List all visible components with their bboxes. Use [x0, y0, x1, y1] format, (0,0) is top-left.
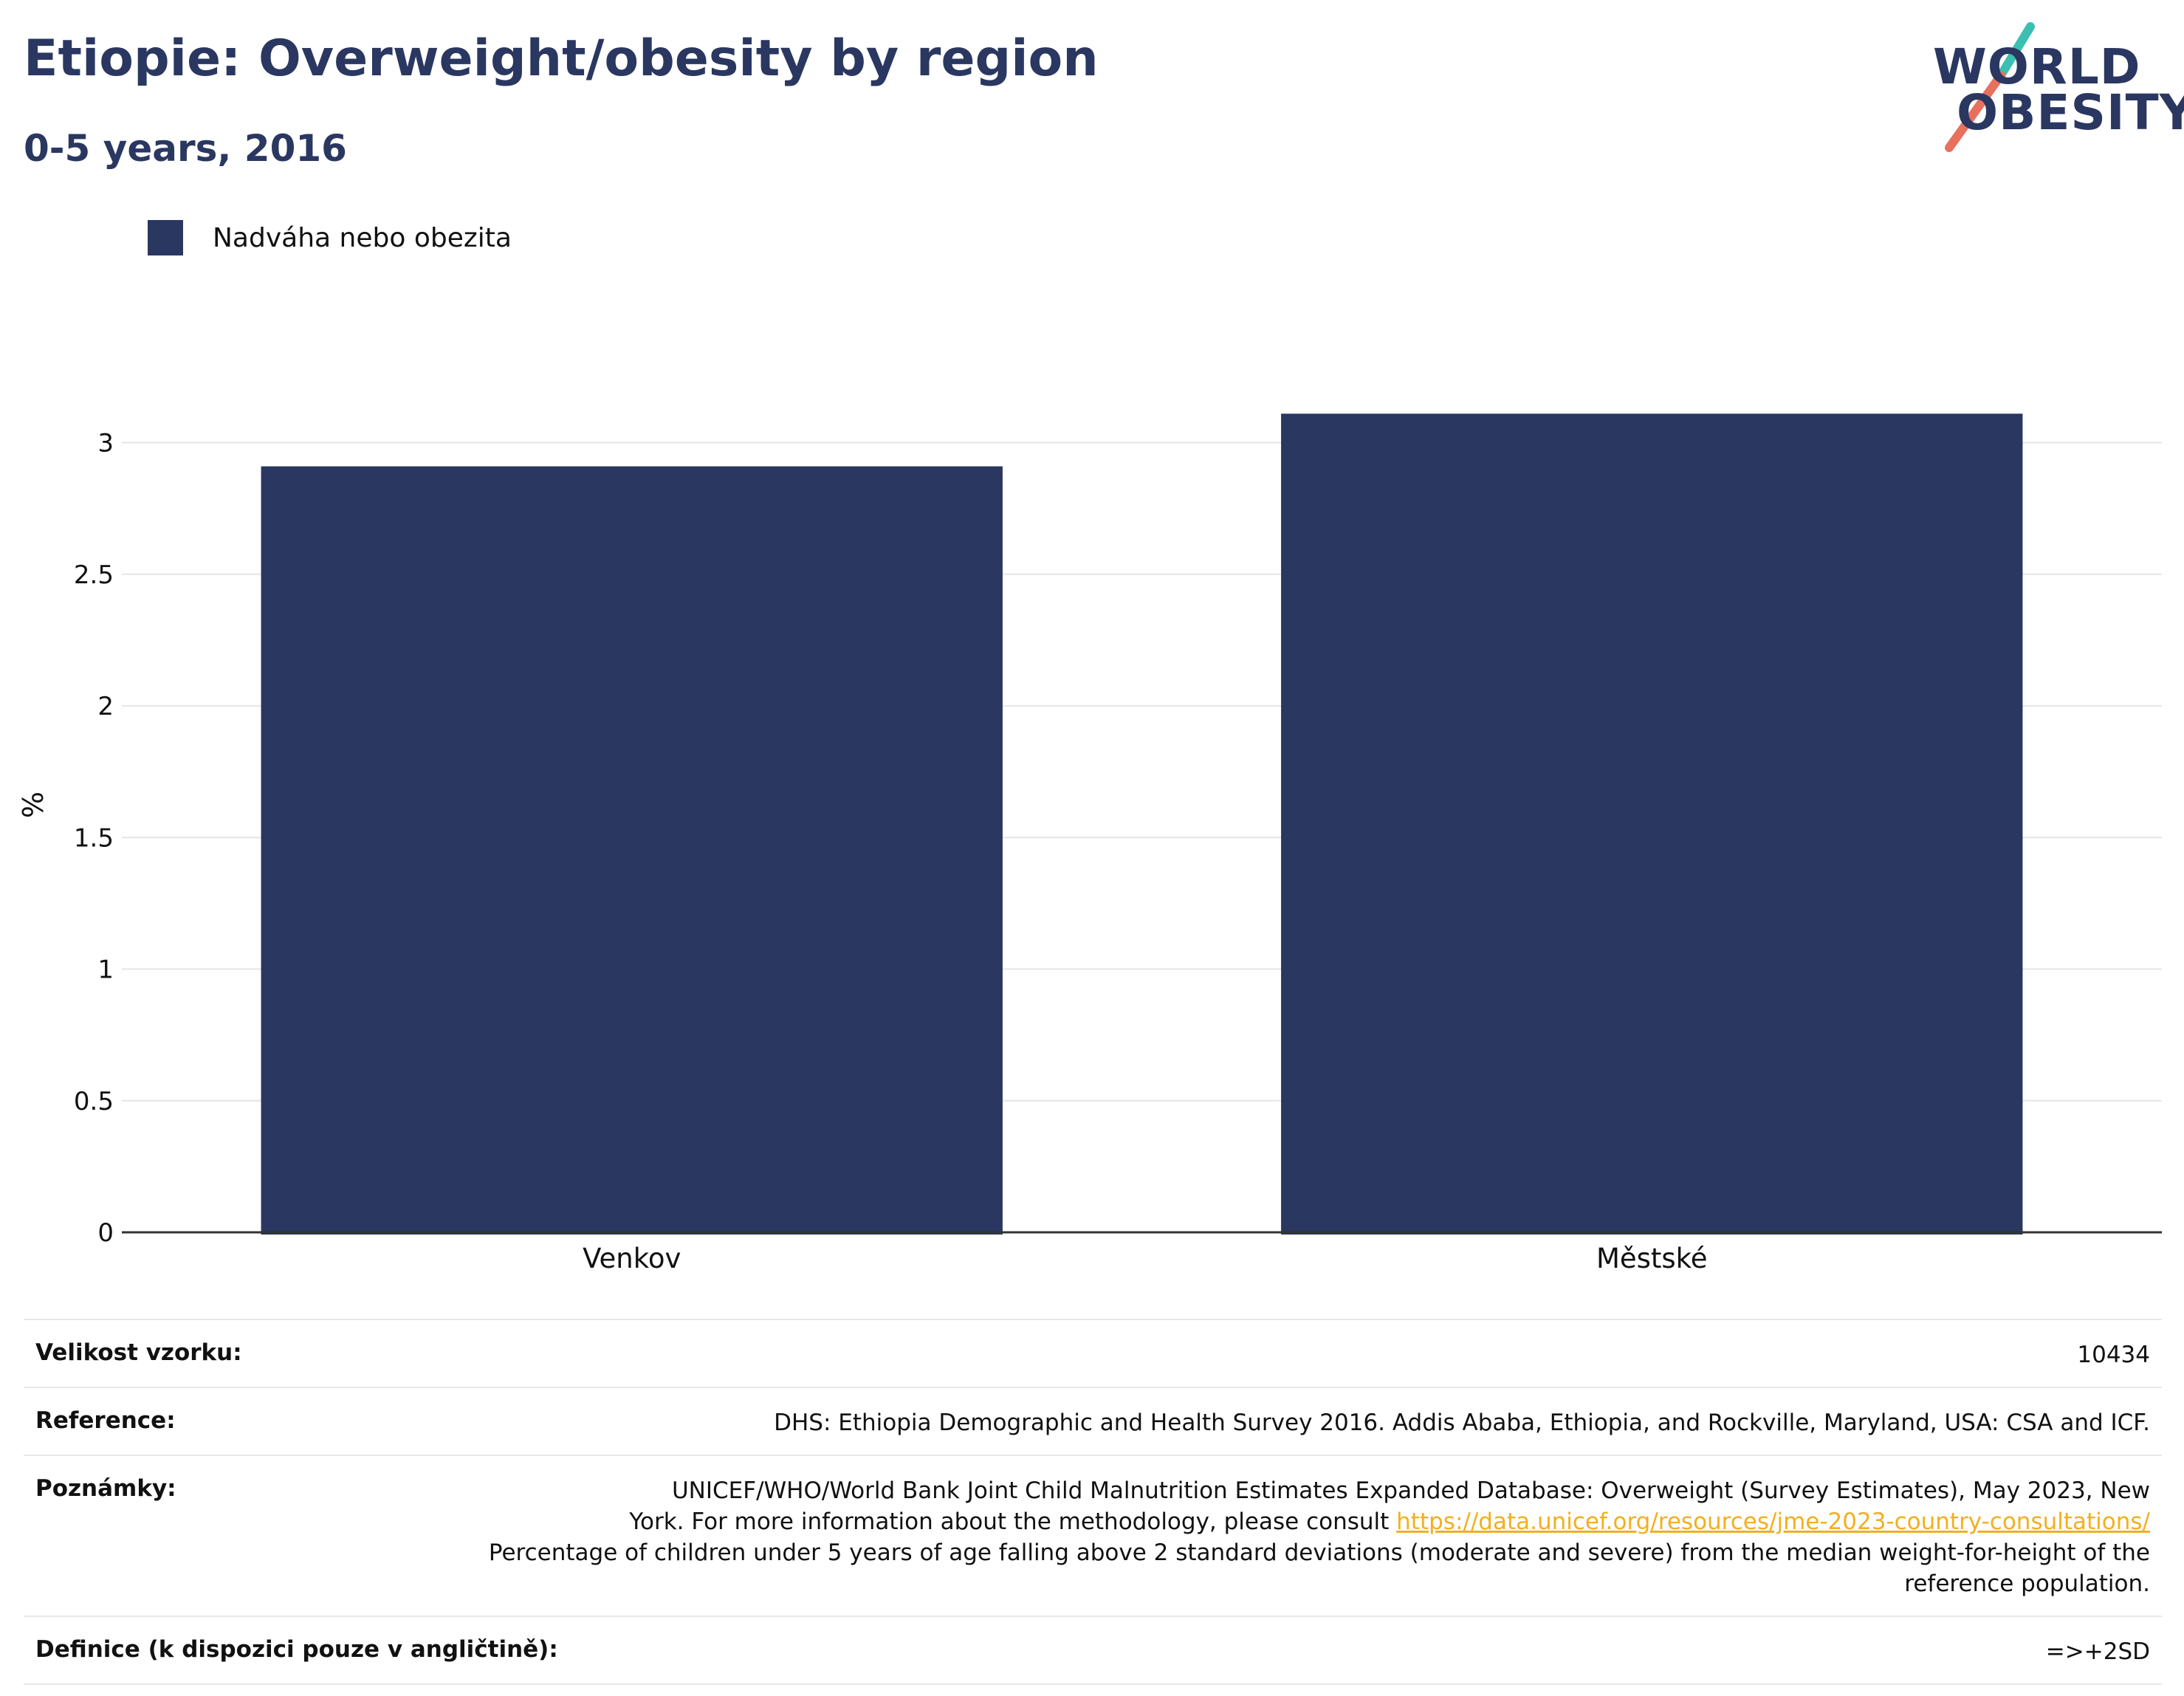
x-tick-label: Venkov	[583, 1243, 681, 1274]
y-tick-label: 0.5	[74, 1087, 114, 1116]
notes-line-2-text: York. For more information about the met…	[629, 1508, 1397, 1535]
reference-label: Reference:	[35, 1407, 176, 1434]
y-tick-label: 2	[97, 692, 114, 721]
y-tick-label: 3	[97, 429, 114, 459]
chart-title: Etiopie: Overweight/obesity by region	[24, 30, 1099, 88]
definition-value: =>+2SD	[2045, 1638, 2150, 1665]
info-row-notes: Poznámky: UNICEF/WHO/World Bank Joint Ch…	[24, 1455, 2162, 1616]
methodology-link[interactable]: https://data.unicef.org/resources/jme-20…	[1396, 1508, 2150, 1535]
chart-subtitle: 0-5 years, 2016	[24, 127, 347, 170]
y-tick-label: 1.5	[74, 823, 114, 853]
notes-line-1: UNICEF/WHO/World Bank Joint Child Malnut…	[671, 1477, 2150, 1504]
bar	[261, 466, 1003, 1235]
legend-label: Nadváha nebo obezita	[213, 222, 512, 253]
y-tick-label: 1	[97, 955, 114, 985]
notes-label: Poznámky:	[35, 1475, 176, 1502]
info-row-definition: Definice (k dispozici pouze v angličtině…	[24, 1616, 2162, 1685]
y-axis-label: %	[17, 792, 49, 818]
sample-size-label: Velikost vzorku:	[35, 1339, 242, 1366]
notes-value: UNICEF/WHO/World Bank Joint Child Malnut…	[452, 1475, 2150, 1599]
x-tick-label: Městské	[1596, 1243, 1708, 1274]
notes-line-3: Percentage of children under 5 years of …	[488, 1539, 2150, 1597]
logo-word-world: WORLD	[1933, 38, 2141, 95]
y-tick-label: 2.5	[74, 560, 114, 590]
definition-label: Definice (k dispozici pouze v angličtině…	[35, 1636, 558, 1663]
info-row-sample-size: Velikost vzorku: 10434	[24, 1319, 2162, 1387]
notes-line-2: York. For more information about the met…	[452, 1506, 2150, 1537]
reference-value: DHS: Ethiopia Demographic and Health Sur…	[774, 1410, 2150, 1436]
info-row-reference: Reference: DHS: Ethiopia Demographic and…	[24, 1387, 2162, 1455]
y-tick-label: 0	[97, 1218, 114, 1248]
logo-word-obesity: OBESITY	[1957, 84, 2184, 141]
world-obesity-logo: WORLD OBESITY	[1920, 21, 2184, 154]
logo-slash-icon	[1945, 22, 2035, 152]
sample-size-value: 10434	[2077, 1342, 2150, 1368]
legend: Nadváha nebo obezita	[148, 219, 512, 257]
bar-chart: 0 0.5 1 1.5 2 2.5 3 Venkov Městské%	[17, 413, 2162, 1274]
info-table: Velikost vzorku: 10434 Reference: DHS: E…	[24, 1319, 2162, 1685]
bar	[1281, 413, 2023, 1235]
legend-swatch	[148, 220, 183, 255]
